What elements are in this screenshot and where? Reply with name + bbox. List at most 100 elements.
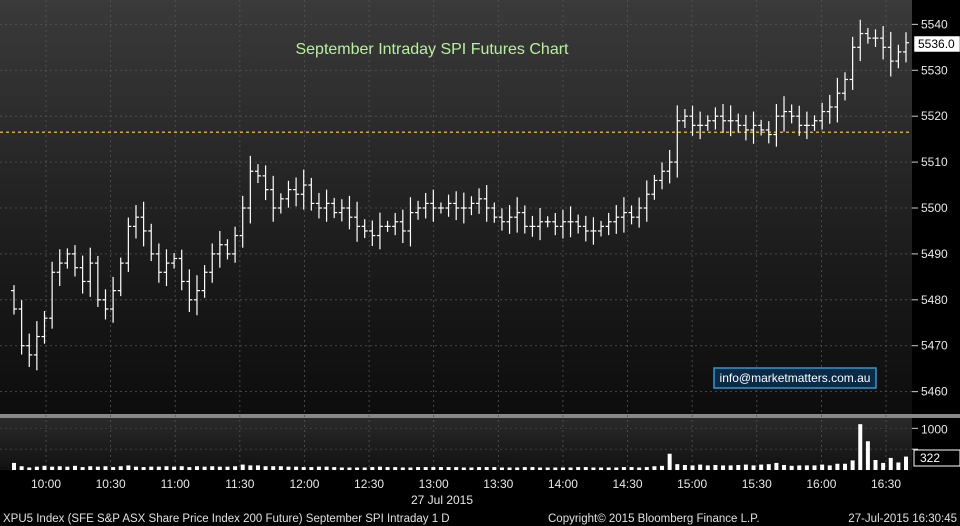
- volume-bar: [194, 466, 199, 470]
- volume-bar: [263, 466, 268, 470]
- ohlc-bar: [56, 249, 63, 287]
- volume-bar: [133, 466, 138, 470]
- ohlc-bar: [148, 223, 155, 262]
- ohlc-bar: [521, 205, 528, 234]
- ohlc-bar: [247, 155, 254, 224]
- volume-bar: [65, 466, 70, 470]
- volume-bar: [530, 467, 535, 470]
- ohlc-bar: [811, 115, 818, 131]
- time-tick-label: 16:00: [806, 477, 836, 491]
- ohlc-bar: [491, 202, 498, 223]
- ohlc-bar: [506, 205, 513, 234]
- ohlc-bar: [178, 249, 185, 291]
- volume-bar: [103, 466, 108, 470]
- ohlc-bar: [689, 105, 696, 136]
- volume-bar: [431, 467, 436, 470]
- ohlc-bar: [483, 185, 490, 222]
- ohlc-bar: [41, 311, 48, 344]
- ohlc-bar: [704, 115, 711, 131]
- ohlc-bar: [567, 206, 574, 238]
- volume-bar: [34, 466, 39, 470]
- ohlc-bars: [11, 19, 909, 371]
- ohlc-bar: [529, 215, 536, 237]
- panel-separator: [0, 414, 960, 418]
- volume-bar: [217, 466, 222, 470]
- ohlc-bar: [71, 245, 78, 277]
- ohlc-bar: [140, 201, 147, 247]
- volume-bar: [377, 466, 382, 470]
- ohlc-bar: [254, 164, 261, 184]
- volume-bar: [42, 465, 47, 470]
- ohlc-bar: [87, 247, 94, 297]
- ohlc-bar: [857, 19, 864, 62]
- volume-bar: [187, 467, 192, 470]
- volume-bar: [812, 465, 817, 470]
- volume-bar: [385, 467, 390, 470]
- volume-bar: [111, 467, 116, 470]
- ohlc-bar: [895, 44, 902, 69]
- volume-bar: [454, 467, 459, 470]
- time-tick-label: 11:00: [161, 477, 190, 491]
- volume-bar: [621, 467, 626, 470]
- ohlc-bar: [758, 119, 765, 136]
- volume-bar: [583, 467, 588, 470]
- volume-bar: [347, 467, 352, 470]
- volume-bar: [538, 467, 543, 470]
- ohlc-bar: [323, 189, 330, 222]
- ohlc-bar: [232, 226, 239, 263]
- svg-text:322: 322: [920, 451, 940, 465]
- ohlc-bar: [361, 219, 368, 239]
- ohlc-bar: [171, 252, 178, 269]
- volume-bar: [423, 467, 428, 470]
- time-tick-label: 12:30: [354, 477, 384, 491]
- ohlc-bar: [727, 105, 734, 137]
- ohlc-bar: [590, 217, 597, 245]
- ohlc-bar: [346, 195, 353, 230]
- ohlc-bar: [155, 243, 162, 283]
- ohlc-bar: [628, 205, 635, 225]
- ohlc-bar: [697, 111, 704, 140]
- ohlc-bar: [613, 205, 620, 234]
- ohlc-bar: [674, 105, 681, 178]
- ohlc-bar: [498, 208, 505, 231]
- ohlc-bar: [224, 239, 231, 260]
- volume-bar: [522, 467, 527, 470]
- ohlc-bar: [270, 175, 277, 222]
- ohlc-bar: [620, 197, 627, 233]
- ohlc-bar: [460, 192, 467, 224]
- volume-bar: [355, 467, 360, 470]
- time-tick-label: 11:30: [225, 477, 254, 491]
- ohlc-bar: [842, 72, 849, 101]
- volume-bar: [568, 467, 573, 470]
- volume-bar: [438, 467, 443, 470]
- volume-bar: [614, 467, 619, 470]
- ohlc-bar: [201, 265, 208, 298]
- ohlc-bar: [300, 169, 307, 210]
- ohlc-bar: [33, 321, 40, 371]
- ohlc-bar: [11, 285, 17, 315]
- volume-bar: [820, 464, 825, 470]
- ohlc-bar: [293, 177, 300, 207]
- volume-bar: [27, 467, 32, 470]
- volume-bar: [50, 466, 55, 470]
- ohlc-bar: [64, 248, 71, 269]
- volume-bar: [225, 466, 230, 470]
- volume-bar: [881, 462, 886, 470]
- ohlc-bar: [781, 96, 788, 132]
- ohlc-bar: [216, 230, 223, 268]
- volume-bar: [713, 465, 718, 470]
- ohlc-bar: [407, 197, 414, 247]
- ohlc-bar: [537, 208, 544, 241]
- volume-bar: [766, 464, 771, 470]
- ohlc-bar: [826, 94, 833, 124]
- volume-bar: [774, 462, 779, 470]
- ohlc-bar: [720, 104, 727, 133]
- ohlc-bar: [331, 197, 338, 219]
- last-volume-badge: 322: [913, 449, 960, 467]
- volume-bar: [873, 460, 878, 470]
- volume-bar: [797, 465, 802, 470]
- volume-bar: [72, 465, 77, 470]
- volume-bar: [560, 467, 565, 470]
- volume-bar: [606, 467, 611, 470]
- volume-bar: [698, 464, 703, 470]
